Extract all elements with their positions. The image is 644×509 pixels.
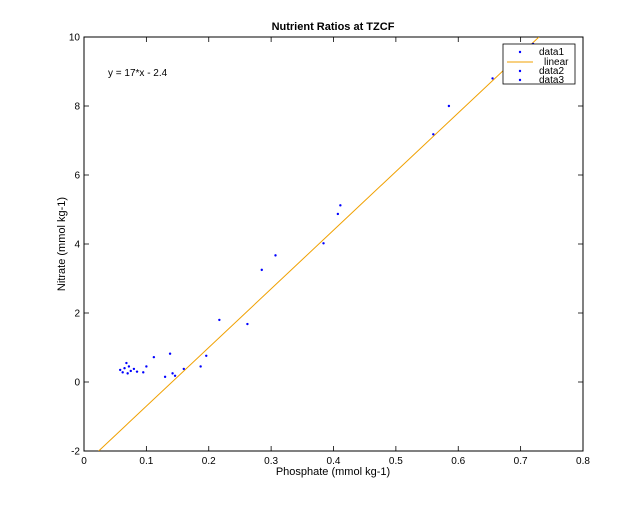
legend-marker-data2 [518, 69, 522, 73]
data1-point [145, 365, 148, 368]
data1-point [173, 374, 177, 377]
y-tick-label: 2 [74, 309, 80, 320]
data1-point [339, 204, 342, 207]
series-data1-points [118, 42, 535, 379]
data1-point [142, 371, 145, 374]
x-tick-label: 0.4 [327, 456, 341, 467]
y-axis-ticks: -2 0 2 4 6 8 10 [69, 33, 583, 458]
data1-point [152, 355, 156, 359]
y-tick-label: 6 [74, 171, 80, 182]
data1-point [491, 77, 494, 80]
data1-point [205, 354, 208, 357]
y-axis-label: Nitrate (mmol kg-1) [56, 197, 68, 291]
data1-point [123, 367, 126, 370]
legend-marker-data1 [518, 50, 522, 54]
x-tick-label: 0.8 [576, 456, 590, 467]
data1-point [447, 104, 451, 108]
data1-point [118, 368, 122, 372]
y-tick-label: 0 [74, 378, 80, 389]
chart-title: Nutrient Ratios at TZCF [272, 21, 395, 33]
y-tick-label: 8 [74, 102, 80, 113]
x-tick-label: 0.6 [451, 456, 465, 467]
data1-point [322, 242, 325, 245]
x-axis-ticks: 0 0.1 0.2 0.3 0.4 0.5 0.6 0.7 0.8 [81, 37, 590, 467]
legend-box [502, 43, 576, 85]
x-tick-label: 0.2 [202, 456, 216, 467]
x-tick-label: 0.5 [389, 456, 403, 467]
data1-point [127, 365, 131, 368]
legend-label-data1: data1 [539, 47, 564, 58]
data1-point [126, 372, 129, 375]
x-tick-label: 0.3 [264, 456, 278, 467]
data1-point [182, 367, 185, 371]
data1-point [199, 365, 202, 368]
y-tick-label: 10 [69, 33, 81, 44]
legend-label-data3: data3 [539, 75, 564, 86]
data1-point [260, 268, 263, 272]
data1-point [246, 322, 249, 326]
data1-point [168, 352, 172, 355]
fit-equation-annotation: y = 17*x - 2.4 [108, 68, 168, 79]
data1-point [125, 361, 128, 365]
data1-point [132, 367, 136, 371]
data1-point [432, 133, 435, 136]
x-tick-label: 0.1 [139, 456, 153, 467]
data1-point [336, 212, 340, 216]
legend: data1 linear data2 data3 [502, 43, 576, 86]
data1-point [135, 370, 139, 373]
legend-marker-data3 [518, 78, 522, 82]
data1-point [129, 369, 132, 373]
data1-point [163, 375, 167, 379]
plot-area [83, 36, 584, 452]
series-linear-fit-line [98, 37, 540, 451]
x-tick-label: 0 [81, 456, 87, 467]
y-tick-label: -2 [71, 447, 80, 458]
legend-label-data2: data2 [539, 66, 564, 77]
legend-label-linear: linear [544, 57, 569, 68]
data1-point [171, 372, 174, 375]
data1-point [121, 371, 124, 374]
x-axis-label: Phosphate (mmol kg-1) [276, 466, 390, 478]
data1-point [274, 254, 277, 257]
x-tick-label: 0.7 [514, 456, 528, 467]
data1-point [218, 318, 221, 322]
y-tick-label: 4 [74, 240, 80, 251]
